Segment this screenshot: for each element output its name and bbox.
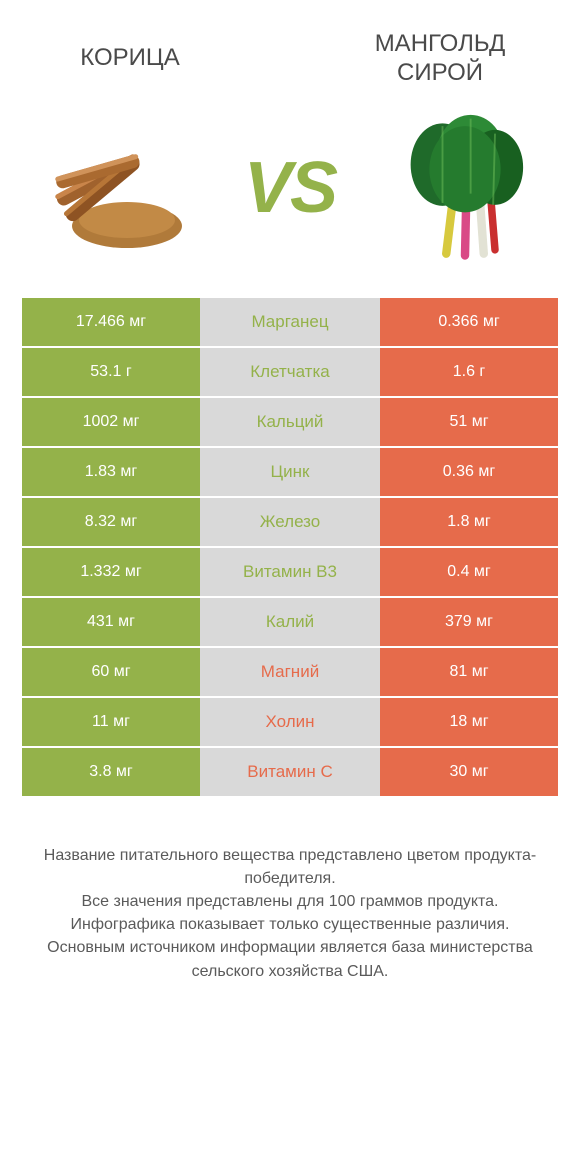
nutrient-label: Марганец: [200, 298, 380, 346]
nutrient-label: Магний: [200, 648, 380, 696]
nutrient-label: Клетчатка: [200, 348, 380, 396]
value-left: 8.32 мг: [22, 498, 200, 546]
value-left: 60 мг: [22, 648, 200, 696]
table-row: 1002 мгКальций51 мг: [22, 398, 558, 448]
table-row: 3.8 мгВитамин C30 мг: [22, 748, 558, 798]
nutrient-label: Цинк: [200, 448, 380, 496]
nutrient-label: Витамин B3: [200, 548, 380, 596]
nutrient-label: Холин: [200, 698, 380, 746]
infographic: КОРИЦА МАНГОЛЬД СИРОЙ: [0, 0, 580, 983]
table-row: 1.332 мгВитамин B30.4 мг: [22, 548, 558, 598]
table-row: 11 мгХолин18 мг: [22, 698, 558, 748]
value-left: 1002 мг: [22, 398, 200, 446]
value-left: 53.1 г: [22, 348, 200, 396]
cinnamon-image: [35, 108, 195, 268]
value-right: 1.6 г: [380, 348, 558, 396]
value-left: 431 мг: [22, 598, 200, 646]
value-right: 30 мг: [380, 748, 558, 796]
header: КОРИЦА МАНГОЛЬД СИРОЙ: [0, 0, 580, 98]
images-row: VS: [0, 98, 580, 298]
vs-label: VS: [244, 147, 336, 229]
nutrient-label: Железо: [200, 498, 380, 546]
chard-image: [385, 108, 545, 268]
value-right: 51 мг: [380, 398, 558, 446]
nutrient-label: Витамин C: [200, 748, 380, 796]
value-right: 0.4 мг: [380, 548, 558, 596]
value-left: 17.466 мг: [22, 298, 200, 346]
value-right: 379 мг: [380, 598, 558, 646]
table-row: 8.32 мгЖелезо1.8 мг: [22, 498, 558, 548]
nutrient-label: Калий: [200, 598, 380, 646]
nutrient-label: Кальций: [200, 398, 380, 446]
value-right: 0.366 мг: [380, 298, 558, 346]
table-row: 53.1 гКлетчатка1.6 г: [22, 348, 558, 398]
table-row: 60 мгМагний81 мг: [22, 648, 558, 698]
value-left: 1.83 мг: [22, 448, 200, 496]
product-title-right: МАНГОЛЬД СИРОЙ: [340, 30, 540, 88]
table-row: 1.83 мгЦинк0.36 мг: [22, 448, 558, 498]
value-left: 1.332 мг: [22, 548, 200, 596]
value-left: 3.8 мг: [22, 748, 200, 796]
product-title-left: КОРИЦА: [40, 30, 220, 73]
value-right: 81 мг: [380, 648, 558, 696]
value-left: 11 мг: [22, 698, 200, 746]
comparison-table: 17.466 мгМарганец0.366 мг53.1 гКлетчатка…: [0, 298, 580, 798]
value-right: 18 мг: [380, 698, 558, 746]
table-row: 431 мгКалий379 мг: [22, 598, 558, 648]
footnote-text: Название питательного вещества представл…: [0, 798, 580, 983]
table-row: 17.466 мгМарганец0.366 мг: [22, 298, 558, 348]
value-right: 1.8 мг: [380, 498, 558, 546]
value-right: 0.36 мг: [380, 448, 558, 496]
